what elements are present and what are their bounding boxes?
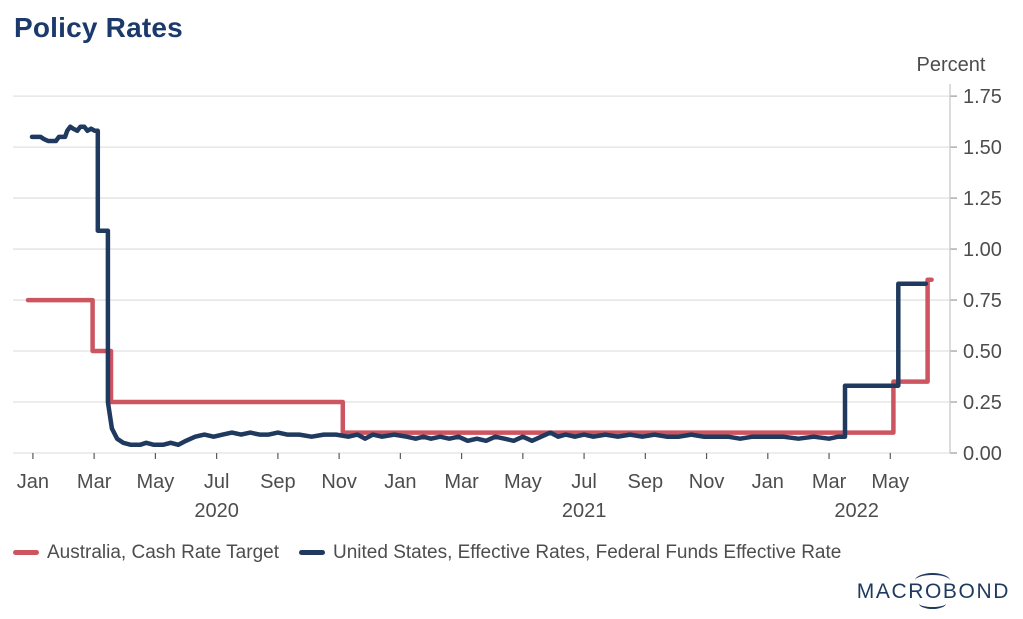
x-year-label: 2021: [562, 500, 607, 522]
logo-text-left: MACR: [856, 580, 925, 603]
x-tick-label: Mar: [444, 471, 479, 493]
logo-arc-top-icon: [914, 573, 950, 588]
y-tick-label: 0.25: [963, 392, 1002, 414]
x-tick-label: Nov: [321, 471, 357, 493]
logo-arc-bottom-icon: [918, 598, 946, 609]
x-tick-label: May: [871, 471, 909, 493]
y-axis-title: Percent: [917, 54, 986, 76]
legend: Australia, Cash Rate Target United State…: [13, 543, 841, 562]
x-tick-label: May: [504, 471, 542, 493]
y-tick-label: 0.00: [963, 443, 1002, 465]
x-tick-label: Sep: [628, 471, 664, 493]
x-tick-label: Jan: [384, 471, 416, 493]
y-tick-label: 0.50: [963, 341, 1002, 363]
x-tick-label: Mar: [77, 471, 112, 493]
x-tick-label: Sep: [260, 471, 296, 493]
x-tick-label: May: [136, 471, 174, 493]
legend-swatch-australia-icon: [13, 550, 39, 555]
x-tick-label: Nov: [689, 471, 725, 493]
x-tick-label: Jan: [17, 471, 49, 493]
y-tick-label: 1.25: [963, 188, 1002, 210]
macrobond-logo: MACRO BOND: [856, 573, 1010, 609]
x-year-label: 2022: [834, 500, 879, 522]
page-title: Policy Rates: [14, 12, 183, 43]
legend-swatch-united-states-icon: [299, 550, 325, 555]
legend-label-united-states: United States, Effective Rates, Federal …: [333, 542, 842, 563]
y-tick-label: 0.75: [963, 290, 1002, 312]
logo-o: O: [914, 573, 950, 609]
x-tick-label: Jul: [204, 471, 230, 493]
legend-label-australia: Australia, Cash Rate Target: [47, 542, 279, 563]
legend-item-united-states: United States, Effective Rates, Federal …: [299, 543, 841, 562]
x-year-label: 2020: [194, 500, 239, 522]
logo-text-right: BOND: [942, 580, 1010, 603]
legend-item-australia: Australia, Cash Rate Target: [13, 543, 279, 562]
series-line-united-states: [29, 124, 929, 448]
x-tick-label: Mar: [812, 471, 847, 493]
y-tick-label: 1.00: [963, 239, 1002, 261]
x-tick-label: Jan: [752, 471, 784, 493]
y-tick-label: 1.50: [963, 137, 1002, 159]
x-tick-label: Jul: [571, 471, 597, 493]
series-line-australia: [25, 277, 934, 435]
y-tick-label: 1.75: [963, 86, 1002, 108]
